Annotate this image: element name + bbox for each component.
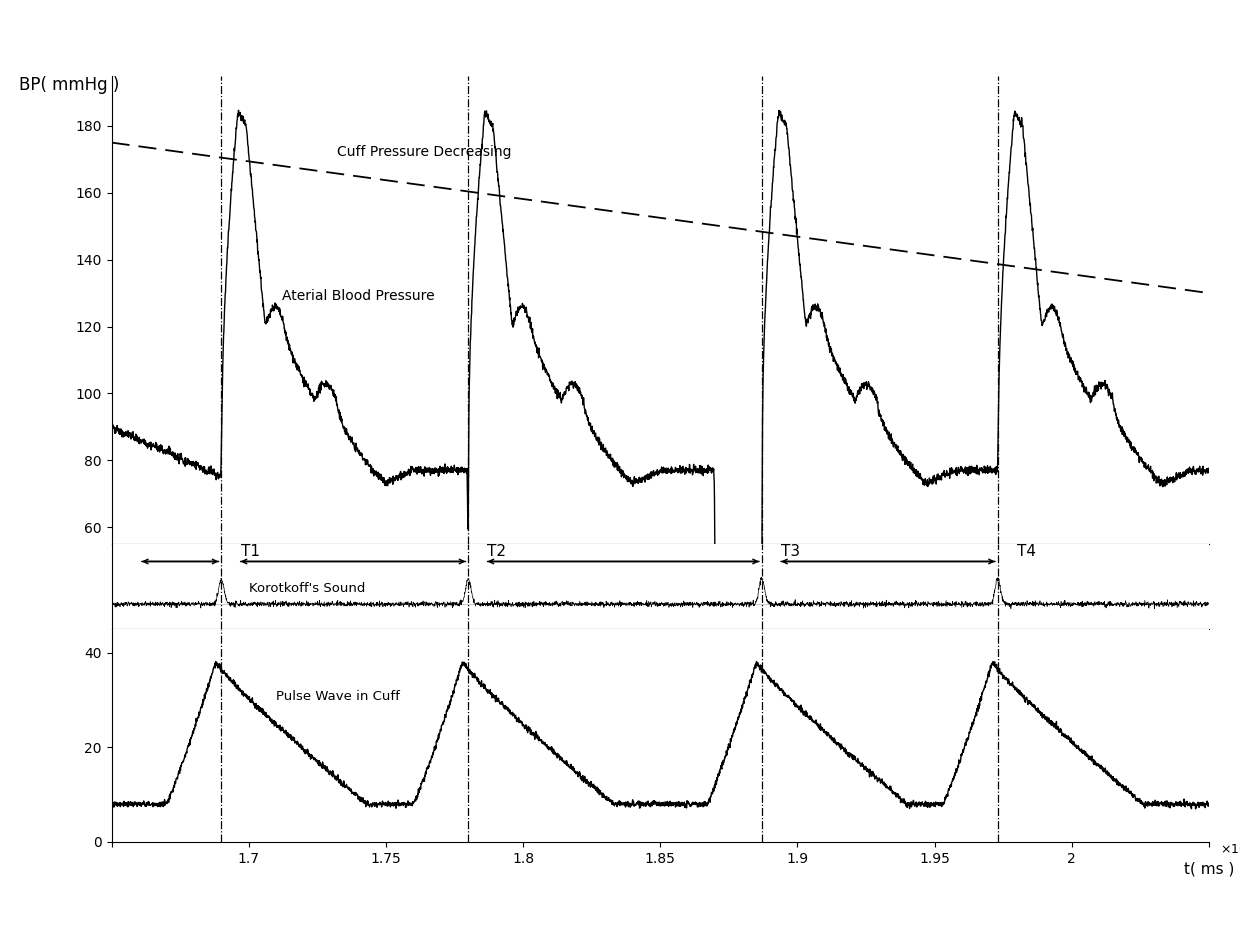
Text: T3: T3 [781, 545, 800, 559]
X-axis label: t( ms ): t( ms ) [1184, 861, 1234, 876]
Text: T4: T4 [1017, 545, 1035, 559]
Text: BP( mmHg ): BP( mmHg ) [19, 76, 119, 94]
Text: Pulse Wave in Cuff: Pulse Wave in Cuff [277, 690, 401, 703]
Text: T1: T1 [241, 545, 259, 559]
Text: Cuff Pressure Decreasing: Cuff Pressure Decreasing [336, 145, 511, 159]
Text: Aterial Blood Pressure: Aterial Blood Pressure [281, 289, 434, 303]
Text: T2: T2 [487, 545, 506, 559]
Text: Korotkoff's Sound: Korotkoff's Sound [249, 582, 365, 594]
Text: $\times 10^4$: $\times 10^4$ [1220, 841, 1240, 858]
